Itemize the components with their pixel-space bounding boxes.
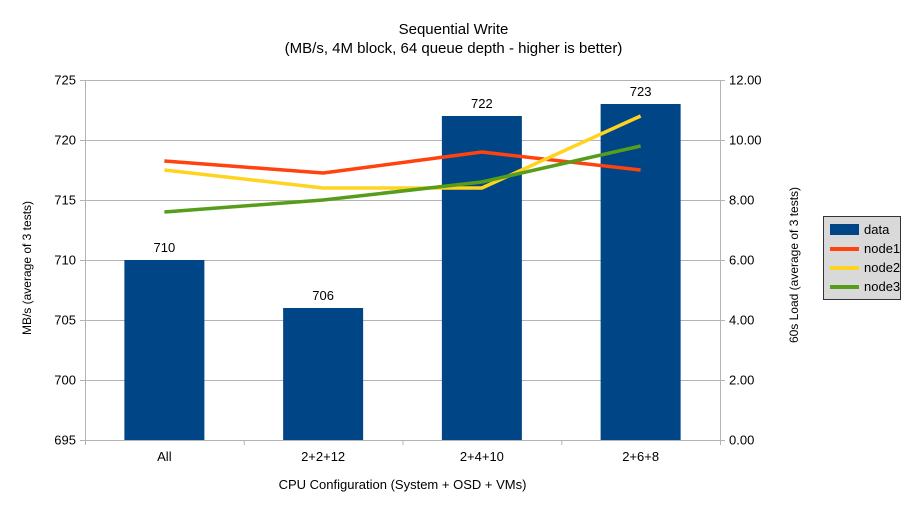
left-axis-tick: 715 xyxy=(54,193,76,208)
chart-title: Sequential Write xyxy=(398,21,509,38)
left-axis-tick: 700 xyxy=(54,373,76,388)
x-axis-category-label: All xyxy=(157,449,172,464)
legend-label: data xyxy=(864,221,890,237)
legend-line-swatch xyxy=(830,265,859,270)
legend: data node1 node2 node3 xyxy=(823,216,901,300)
axes: 725 12.00 720 10.00 715 8.00 710 6.00 705 4.00 700… xyxy=(54,73,761,465)
bar xyxy=(441,116,522,440)
legend-item-node3: node3 xyxy=(830,278,901,294)
legend-line-swatch xyxy=(830,246,859,251)
chart-subtitle: (MB/s, 4M block, 64 queue depth - higher… xyxy=(284,40,623,57)
right-axis-tick: 8.00 xyxy=(729,193,754,208)
right-axis-tick: 4.00 xyxy=(729,313,754,328)
left-axis-tick: 720 xyxy=(54,133,76,148)
bar-value-label: 722 xyxy=(471,96,493,111)
legend-line-swatch xyxy=(830,284,859,289)
legend-item-data: data xyxy=(830,221,898,237)
legend-item-node2: node2 xyxy=(830,259,901,275)
bar-series-data: 710 706 722 723 xyxy=(124,84,681,440)
right-axis-tick: 12.00 xyxy=(729,73,762,88)
legend-item-node1: node1 xyxy=(830,240,901,256)
legend-label: node3 xyxy=(864,278,901,294)
bar-value-label: 710 xyxy=(154,240,176,255)
line-series-node3 xyxy=(164,144,642,214)
line-series-node1 xyxy=(164,150,641,175)
x-axis-category-label: 2+2+12 xyxy=(301,449,345,464)
legend-label: node2 xyxy=(864,259,901,275)
bar-value-label: 706 xyxy=(312,288,334,303)
right-axis-tick: 6.00 xyxy=(729,253,754,268)
bar xyxy=(283,308,364,440)
bar xyxy=(124,260,205,440)
right-axis-tick: 10.00 xyxy=(729,133,762,148)
right-axis-tick: 0.00 xyxy=(729,433,754,448)
x-axis-title: CPU Configuration (System + OSD + VMs) xyxy=(278,477,527,492)
x-axis-category-label: 2+4+10 xyxy=(460,449,504,464)
bar xyxy=(600,104,681,440)
line-series-node2 xyxy=(164,114,642,190)
left-axis-tick: 725 xyxy=(54,73,76,88)
left-axis-tick: 710 xyxy=(54,253,76,268)
x-axis-category-label: 2+6+8 xyxy=(622,449,659,464)
legend-bar-swatch xyxy=(830,224,859,235)
right-axis-tick: 2.00 xyxy=(729,373,754,388)
left-axis-tick: 695 xyxy=(54,433,76,448)
legend-label: node1 xyxy=(864,240,901,256)
bar-value-label: 723 xyxy=(630,84,652,99)
left-axis-tick: 705 xyxy=(54,313,76,328)
